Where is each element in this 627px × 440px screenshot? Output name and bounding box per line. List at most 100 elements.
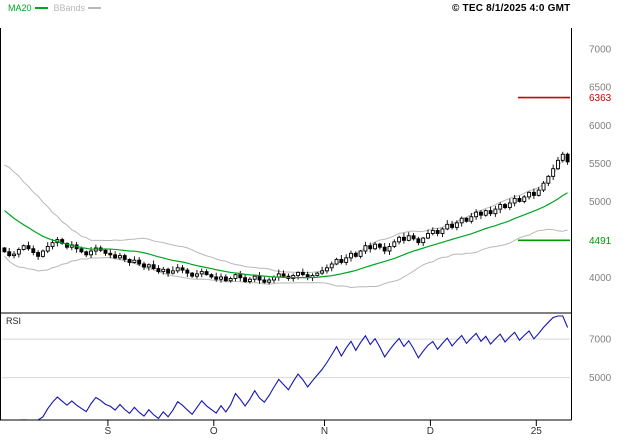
ma20-legend-line xyxy=(34,7,48,9)
candle-body xyxy=(238,274,243,279)
candle-body xyxy=(180,267,185,271)
candle-body xyxy=(21,245,26,250)
candle-body xyxy=(488,210,493,215)
candle-body xyxy=(31,248,36,254)
x-axis-label: D xyxy=(427,426,434,437)
y-axis-label: 6000 xyxy=(589,121,612,132)
bbands-legend-item: BBands xyxy=(54,3,102,13)
candle-body xyxy=(214,276,219,280)
candle-body xyxy=(382,246,387,252)
candle-body xyxy=(349,252,353,259)
bollinger-lower-band xyxy=(4,228,568,289)
y-axis-label: 5500 xyxy=(589,159,612,170)
candle-body xyxy=(117,255,122,259)
candle-body xyxy=(204,271,209,276)
candle-body xyxy=(194,273,199,277)
x-axis-label: 25 xyxy=(531,426,543,437)
y-axis-label: 7000 xyxy=(589,45,612,56)
candle-body xyxy=(267,279,272,283)
candle-body xyxy=(421,237,426,244)
candle-body xyxy=(531,191,536,196)
candle-body xyxy=(228,278,233,282)
candle-body xyxy=(565,153,570,163)
candle-body xyxy=(546,175,551,184)
candle-body xyxy=(50,242,55,247)
candlestick-series xyxy=(2,151,570,285)
candle-body xyxy=(507,202,512,209)
candle-body xyxy=(223,276,228,282)
candle-body xyxy=(498,204,503,210)
candle-body xyxy=(209,274,214,278)
candle-body xyxy=(175,267,180,272)
candle-body xyxy=(132,259,137,263)
candle-body xyxy=(406,235,411,241)
candle-body xyxy=(387,246,392,252)
candle-body xyxy=(2,247,7,253)
candle-body xyxy=(185,269,190,274)
copyright-text: © TEC 8/1/2025 4:0 GMT xyxy=(452,3,571,14)
candle-body xyxy=(344,257,349,263)
candle-body xyxy=(296,271,300,276)
candle-body xyxy=(426,233,430,239)
candle-body xyxy=(440,228,445,234)
rsi-axis-label: 7000 xyxy=(589,335,612,346)
candle-body xyxy=(450,223,455,228)
candle-body xyxy=(65,242,69,248)
candle-body xyxy=(353,252,358,257)
candle-body xyxy=(170,270,175,274)
candle-body xyxy=(373,243,378,250)
candle-body xyxy=(84,251,89,256)
candle-body xyxy=(522,196,527,202)
candle-body xyxy=(411,235,416,240)
bbands-legend-line xyxy=(88,7,102,9)
rsi-indicator-label: RSI xyxy=(6,316,22,326)
candle-body xyxy=(560,153,565,161)
candle-body xyxy=(512,197,517,204)
candle-body xyxy=(368,245,373,250)
candle-body xyxy=(551,168,556,177)
candle-body xyxy=(79,248,84,253)
candle-body xyxy=(233,274,238,279)
x-axis-label: N xyxy=(321,426,328,437)
candle-body xyxy=(166,268,171,274)
candle-body xyxy=(281,273,286,277)
candle-body xyxy=(454,222,459,228)
rsi-line xyxy=(4,315,569,421)
candle-body xyxy=(156,268,161,273)
bollinger-upper-band xyxy=(4,155,568,273)
candle-body xyxy=(358,250,363,257)
candle-body xyxy=(16,249,21,255)
candle-body xyxy=(315,272,320,276)
rsi-axis-label: 5000 xyxy=(589,373,612,384)
candle-body xyxy=(151,264,156,270)
y-axis-label: 4000 xyxy=(589,273,612,284)
candle-body xyxy=(137,259,142,265)
candle-body xyxy=(435,229,440,234)
candle-body xyxy=(430,229,435,234)
ma20-line xyxy=(4,192,568,279)
candle-body xyxy=(252,275,257,280)
candle-body xyxy=(146,264,151,268)
candle-body xyxy=(503,204,507,209)
candle-body xyxy=(113,254,118,259)
candle-body xyxy=(474,211,479,218)
candle-body xyxy=(199,271,204,275)
candle-body xyxy=(517,197,522,202)
candle-body xyxy=(324,267,329,272)
candle-body xyxy=(300,271,305,276)
candle-body xyxy=(45,246,50,252)
ma20-legend-item: MA20 xyxy=(8,3,48,13)
candle-body xyxy=(142,263,146,268)
candle-body xyxy=(416,238,421,244)
candle-body xyxy=(276,273,281,278)
candle-body xyxy=(12,253,16,257)
support-label: 4491 xyxy=(589,236,612,247)
candle-body xyxy=(127,258,132,263)
candle-body xyxy=(478,211,483,216)
candle-body xyxy=(556,159,560,170)
candle-body xyxy=(464,217,469,222)
candle-body xyxy=(339,258,344,263)
candle-body xyxy=(334,258,339,265)
